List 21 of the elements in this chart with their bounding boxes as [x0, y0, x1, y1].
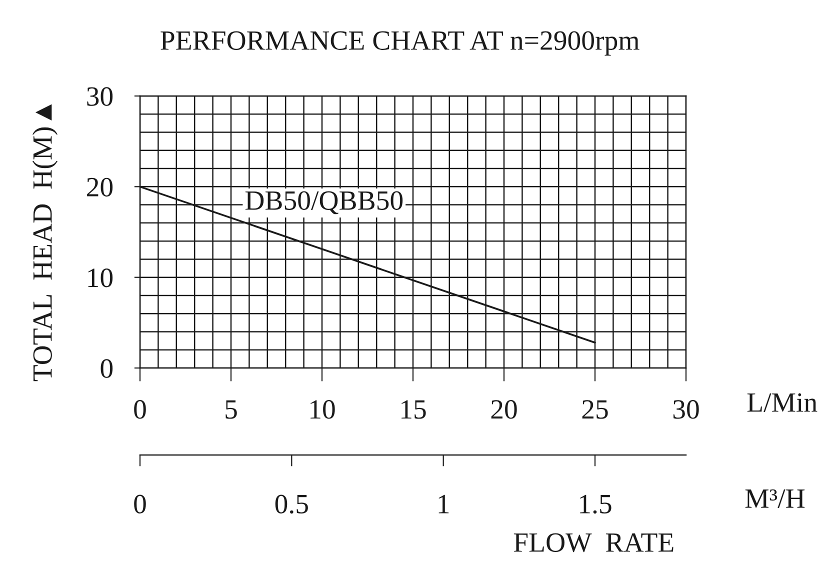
text: FLOW RATE — [514, 533, 674, 552]
chart-title: PERFORMANCE CHART AT n=2900rpm — [160, 31, 640, 56]
x-axis-title: L/Min — [747, 393, 818, 412]
x-tick-label: 10 — [310, 400, 335, 419]
x-tick-label: 15 — [402, 400, 426, 419]
x2-axis-title: M³/H — [745, 489, 805, 508]
x-tick-label: 30 — [673, 400, 699, 419]
series-label: DB50/QBB50 — [245, 191, 403, 214]
y-axis-title: TOTAL HEAD H(M)▲ — [32, 104, 58, 382]
x2-tick-label: 0.5 — [275, 494, 308, 514]
y-tick-label: 10 — [88, 268, 113, 288]
x-tick-label: 0 — [134, 400, 146, 419]
x2-tick-label: 1.5 — [580, 494, 612, 514]
x-tick-label: 25 — [582, 400, 608, 419]
y-tick-label: 20 — [87, 178, 113, 197]
x2-tick-label: 0 — [134, 494, 146, 514]
x-tick-label: 20 — [491, 400, 517, 419]
y-tick-label: 0 — [100, 359, 113, 378]
y-tick-label: 30 — [87, 87, 113, 106]
x2-tick-label: 1 — [438, 494, 449, 514]
x-tick-label: 5 — [226, 400, 237, 419]
